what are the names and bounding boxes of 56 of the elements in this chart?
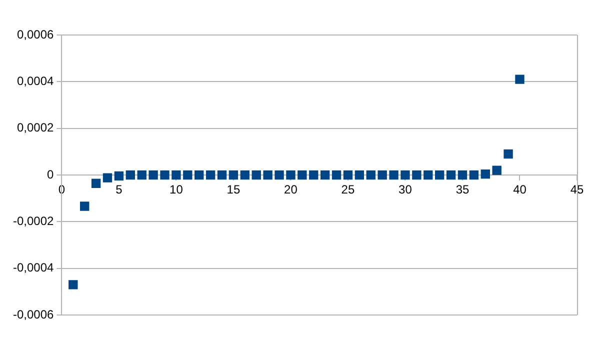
point — [309, 170, 318, 180]
point — [320, 170, 330, 180]
point — [252, 170, 261, 180]
x-tick-label: 30 — [398, 182, 412, 197]
point — [68, 280, 78, 290]
point — [114, 171, 124, 181]
point — [172, 170, 181, 180]
point — [515, 74, 524, 84]
point — [240, 170, 250, 180]
x-tick-label: 25 — [341, 182, 355, 197]
y-tick-label: 0,0002 — [16, 120, 54, 135]
x-tick-label: 10 — [170, 182, 184, 197]
x-tick-label: 35 — [456, 182, 470, 197]
point — [412, 170, 422, 180]
y-tick-label: 0,0006 — [16, 27, 54, 42]
point — [194, 170, 204, 180]
point — [206, 170, 216, 180]
point — [446, 170, 456, 180]
point — [492, 166, 502, 175]
point — [400, 170, 410, 180]
point — [424, 170, 433, 180]
point — [263, 170, 272, 180]
x-tick-label: 5 — [116, 182, 123, 197]
point — [458, 170, 468, 180]
x-tick-label: 15 — [226, 182, 240, 197]
y-tick-label: -0,0002 — [12, 214, 54, 228]
point — [469, 170, 479, 180]
y-tick-label: -0,0006 — [12, 307, 54, 322]
point — [480, 169, 490, 179]
point — [434, 170, 444, 180]
point — [354, 170, 364, 180]
point — [80, 202, 90, 211]
point — [217, 170, 227, 180]
y-tick-label: 0 — [47, 167, 54, 182]
point — [137, 170, 146, 180]
point — [102, 173, 112, 182]
point — [343, 170, 353, 180]
point — [504, 149, 513, 159]
point — [148, 170, 158, 180]
point — [274, 170, 284, 180]
point — [286, 170, 296, 180]
y-tick-label: 0,0004 — [16, 74, 54, 88]
point — [389, 170, 398, 180]
point — [160, 170, 170, 180]
point — [91, 178, 101, 188]
x-tick-label: 20 — [284, 182, 298, 197]
point — [228, 170, 238, 180]
point — [298, 170, 307, 180]
point — [183, 170, 192, 180]
point — [126, 170, 135, 180]
point — [378, 170, 387, 180]
y-tick-label: -0,0004 — [12, 260, 54, 275]
x-tick-label: 45 — [570, 182, 584, 197]
x-tick-label: 40 — [513, 182, 527, 197]
point — [366, 170, 376, 180]
point — [332, 170, 342, 180]
